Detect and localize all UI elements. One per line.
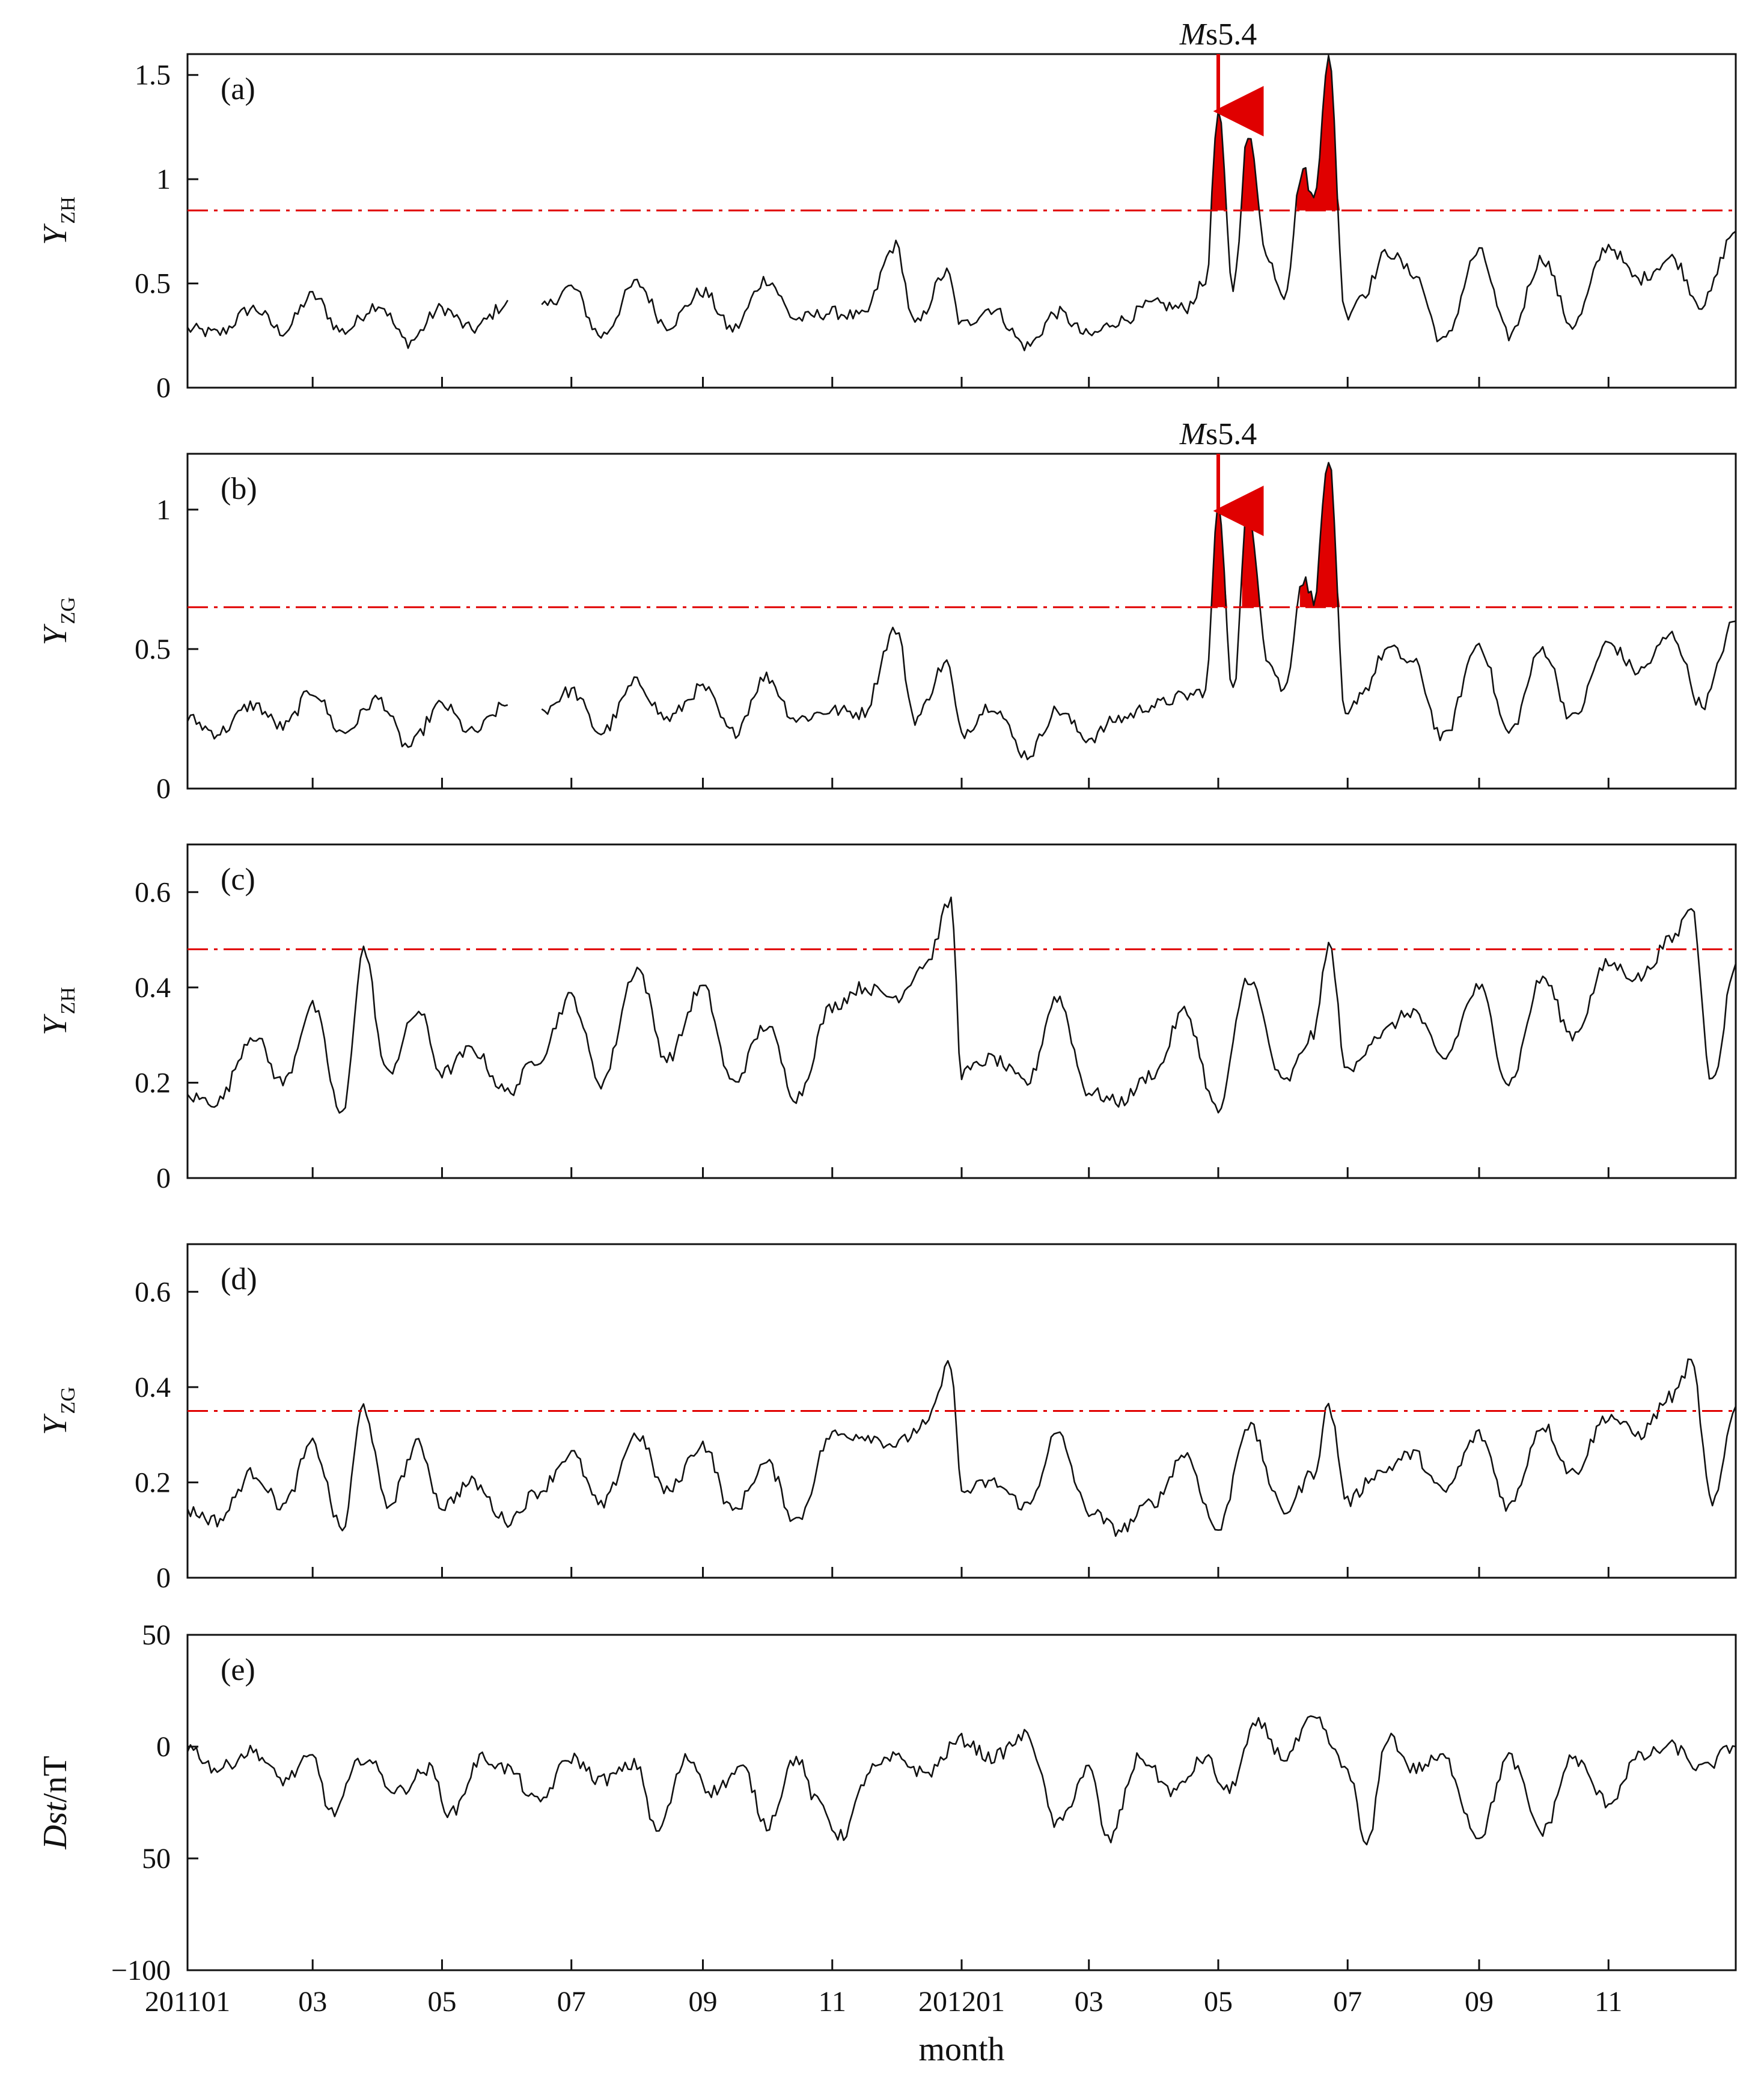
y-axis-label: YZG (37, 597, 79, 645)
panel-label: (e) (221, 1653, 255, 1687)
series-line (186, 896, 1737, 1114)
x-tick-label: 05 (427, 1986, 456, 2018)
y-axis-label: YZH (37, 197, 79, 245)
x-tick-label: 07 (1333, 1986, 1362, 2018)
y-tick-label: 1 (156, 163, 171, 195)
series-line (186, 1358, 1737, 1537)
plot-frame (186, 53, 1737, 389)
y-axis-label: YZG (37, 1387, 79, 1435)
earthquake-label: Ms5.4 (1179, 417, 1257, 451)
y-tick-label: 0.4 (135, 1372, 171, 1403)
plot-frame (186, 1634, 1737, 1971)
y-tick-label: 0.2 (135, 1067, 171, 1099)
panel-a: 0 0.5 1 1.5 (a) YZH Ms5.4 (37, 17, 1737, 404)
panel-label: (d) (221, 1262, 257, 1296)
anomaly-fill (1212, 462, 1340, 608)
panel-c: 0 0.2 0.4 0.6 (c) YZH (37, 843, 1737, 1194)
y-tick-label: 50 (142, 1843, 171, 1875)
x-tick-label: 05 (1204, 1986, 1233, 2018)
x-axis-label: month (918, 2031, 1004, 2068)
series-line (186, 55, 1736, 352)
x-tick-label: 11 (819, 1986, 846, 2018)
x-tick-label: 09 (1465, 1986, 1494, 2018)
x-tick-label: 07 (557, 1986, 586, 2018)
panel-e: −100 50 0 50 (e) Dst/nT (37, 1619, 1737, 1986)
y-tick-label: 0 (156, 1562, 171, 1594)
y-tick-label: 0.6 (135, 1276, 171, 1308)
plot-frame (186, 843, 1737, 1179)
y-tick-label: 0 (156, 1731, 171, 1763)
x-tick-label: 03 (1075, 1986, 1103, 2018)
x-tick-label: 201101 (145, 1986, 230, 2018)
series-line (186, 462, 1736, 760)
y-tick-label: 1.5 (135, 60, 171, 91)
y-axis-label: Dst/nT (37, 1756, 74, 1850)
x-tick-label: 201201 (918, 1986, 1005, 2018)
x-tick-label: 03 (298, 1986, 327, 2018)
earthquake-label: Ms5.4 (1179, 17, 1257, 52)
panel-label: (a) (221, 72, 255, 106)
y-tick-label: −100 (111, 1955, 171, 1986)
panel-label: (b) (221, 472, 257, 506)
y-tick-label: 0 (156, 1162, 171, 1194)
series-line (186, 1715, 1736, 1846)
panel-b: 0 0.5 1 (b) YZG Ms5.4 (37, 417, 1737, 805)
y-tick-label: 0.6 (135, 876, 171, 908)
y-tick-label: 0 (156, 773, 171, 805)
panel-d: 0 0.2 0.4 0.6 (d) YZG (37, 1243, 1737, 1594)
y-tick-label: 50 (142, 1619, 171, 1651)
panels-group: 00.511.5 (a)YZHMs5.400.51(b)YZGMs5.400.20… (37, 17, 1737, 1986)
plot-frame (186, 453, 1737, 790)
x-tick-label: 09 (688, 1986, 717, 2018)
y-axis-label: YZH (37, 987, 79, 1035)
y-tick-label: 1 (156, 494, 171, 526)
x-tick-label: 11 (1595, 1986, 1622, 2018)
y-tick-label: 0.5 (135, 268, 171, 300)
shared-x-axis: 201101 03 05 07 09 11 201201 03 05 07 09 11 month (145, 1986, 1622, 2068)
y-tick-label: 0.4 (135, 972, 171, 1004)
y-tick-label: 0.2 (135, 1467, 171, 1498)
y-tick-label: 0 (156, 372, 171, 404)
y-tick-label: 0.5 (135, 633, 171, 665)
panel-label: (c) (221, 862, 255, 897)
